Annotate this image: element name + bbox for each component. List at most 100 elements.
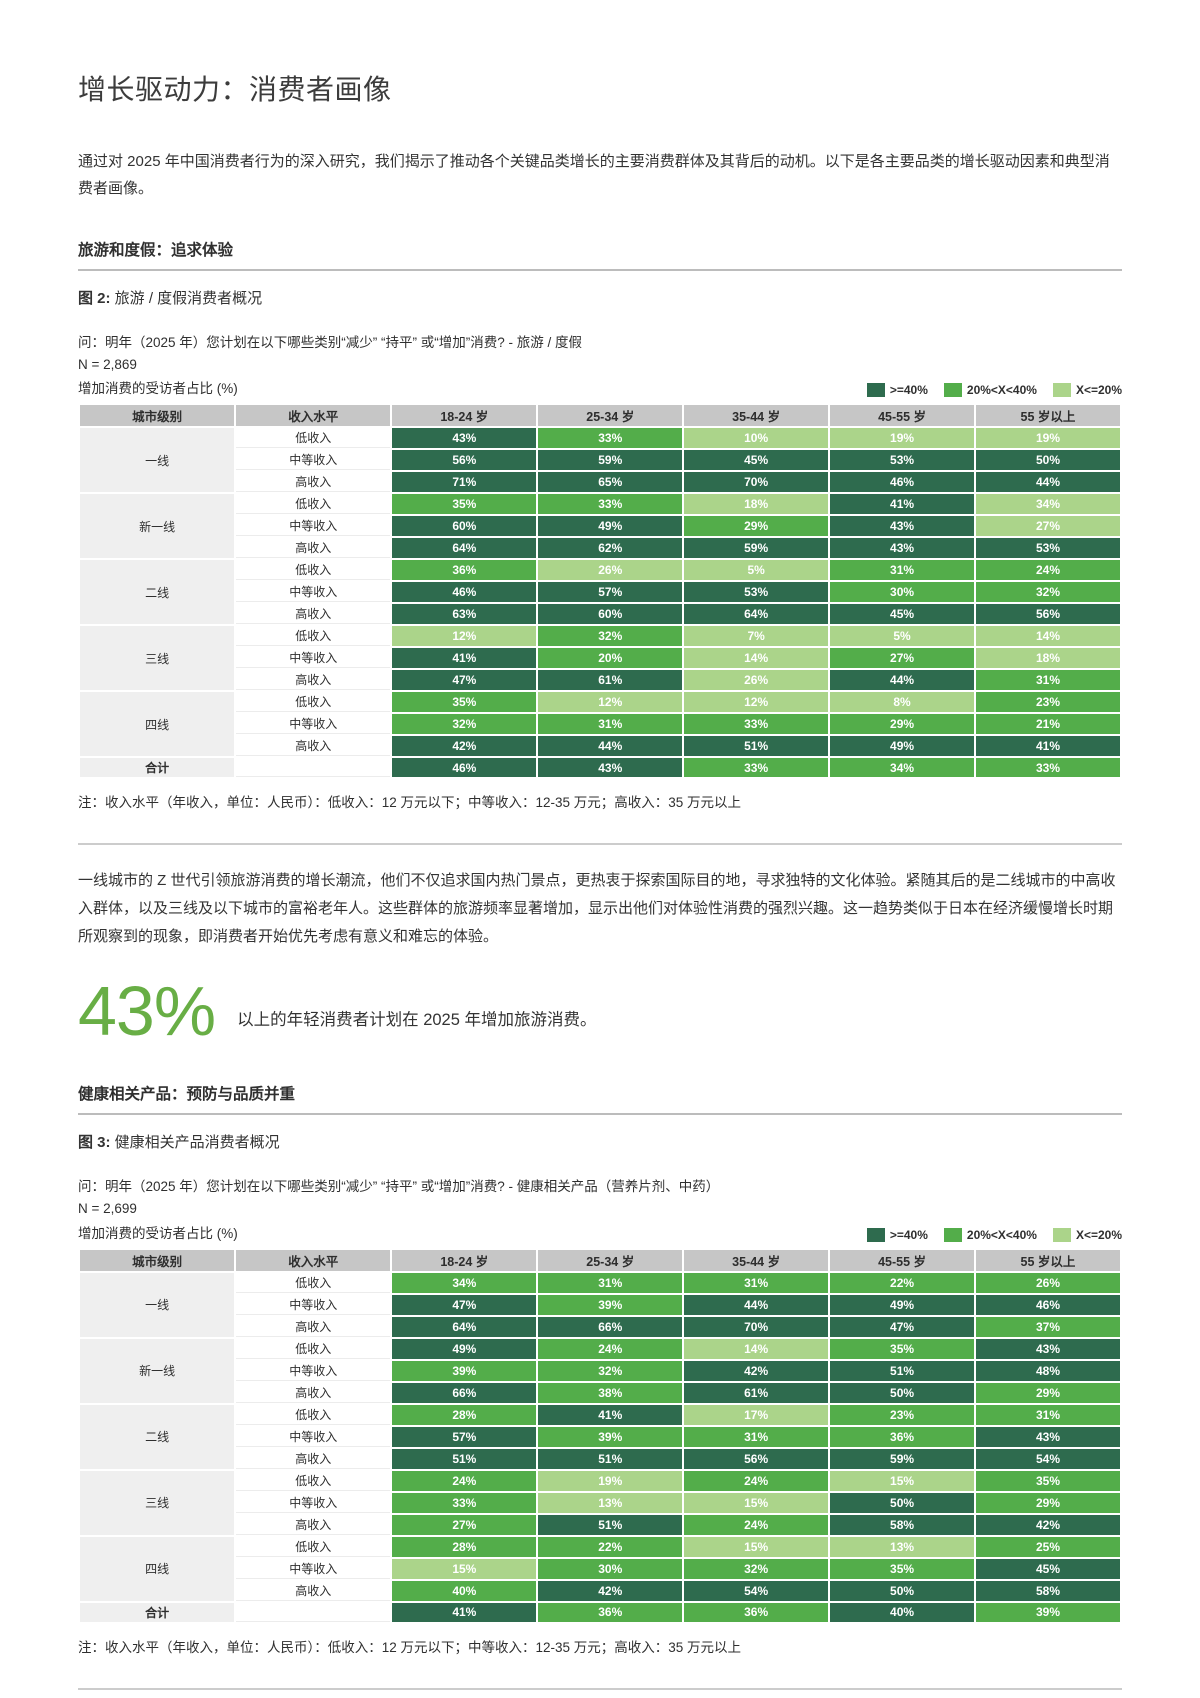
column-header: 35-44 岁	[684, 405, 829, 427]
value-cell: 35%	[392, 494, 537, 515]
value-cell: 32%	[538, 1360, 683, 1381]
figure-3-meta-row: 增加消费的受访者占比 (%) >=40% 20%<X<40% X<=20%	[78, 1222, 1122, 1242]
value-cell: 50%	[830, 1580, 974, 1601]
value-cell: 50%	[976, 450, 1120, 471]
value-cell: 60%	[538, 604, 683, 625]
value-cell: 44%	[538, 736, 683, 757]
value-cell: 24%	[976, 560, 1120, 581]
value-cell: 53%	[830, 450, 974, 471]
figure-3-note: 注：收入水平（年收入，单位：人民币）：低收入：12 万元以下；中等收入：12-3…	[78, 1639, 742, 1655]
value-cell: 15%	[684, 1536, 829, 1557]
table-row: 一线 低收入 43% 33% 10% 19% 19%	[80, 428, 1120, 493]
value-cell: 51%	[538, 1514, 683, 1535]
column-header: 55 岁以上	[976, 1249, 1120, 1271]
value-cell: 43%	[976, 1426, 1120, 1447]
column-header: 18-24 岁	[392, 405, 537, 427]
stat-callout: 43% 以上的年轻消费者计划在 2025 年增加旅游消费。	[78, 976, 1122, 1046]
city-tier-label: 四线	[80, 1536, 235, 1601]
legend-item: X<=20%	[1052, 1227, 1122, 1242]
city-tier-label: 二线	[80, 560, 235, 625]
column-header: 收入水平	[236, 1249, 391, 1271]
income-level-label: 低收入	[236, 428, 391, 449]
city-tier-label: 三线	[80, 1470, 235, 1535]
value-cell: 13%	[830, 1536, 974, 1557]
income-level-label: 高收入	[236, 472, 391, 493]
value-cell: 22%	[538, 1536, 683, 1557]
income-level-label: 高收入	[236, 1514, 391, 1535]
value-cell: 33%	[684, 758, 829, 778]
table-row: 中等收入 32% 31% 33% 29% 21%	[80, 714, 1120, 735]
total-row: 合计 46% 43% 33% 34% 33%	[80, 758, 1120, 778]
table-row: 高收入 66% 38% 61% 50% 29%	[80, 1382, 1120, 1403]
figure-2-label: 图 2:	[78, 290, 111, 307]
value-cell: 28%	[392, 1404, 537, 1425]
value-cell: 31%	[538, 714, 683, 735]
legend-swatch-dark	[866, 1227, 885, 1242]
column-header: 收入水平	[236, 405, 391, 427]
city-tier-label: 一线	[80, 1272, 235, 1337]
table-row: 高收入 47% 61% 26% 44% 31%	[80, 670, 1120, 691]
total-row: 合计 41% 36% 36% 40% 39%	[80, 1602, 1120, 1622]
legend-label: >=40%	[889, 1227, 928, 1242]
income-level-label: 中等收入	[236, 1360, 391, 1381]
value-cell: 14%	[684, 1338, 829, 1359]
figure-2-caption: 旅游 / 度假消费者概况	[110, 290, 263, 307]
value-cell: 28%	[392, 1536, 537, 1557]
value-cell: 46%	[392, 582, 537, 603]
value-cell: 22%	[830, 1272, 974, 1293]
value-cell: 25%	[976, 1536, 1120, 1557]
value-cell: 48%	[976, 1360, 1120, 1381]
value-cell: 49%	[830, 1294, 974, 1315]
value-cell: 31%	[684, 1426, 829, 1447]
value-cell: 51%	[684, 736, 829, 757]
income-level-label: 低收入	[236, 1404, 391, 1425]
table-row: 新一线 低收入 49% 24% 14% 35% 43%	[80, 1338, 1120, 1403]
value-cell: 45%	[684, 450, 829, 471]
value-cell: 39%	[976, 1602, 1120, 1622]
table-row: 中等收入 60% 49% 29% 43% 27%	[80, 516, 1120, 537]
income-level-label: 高收入	[236, 604, 391, 625]
figure-2-axis-label: 增加消费的受访者占比 (%)	[78, 381, 238, 397]
value-cell: 31%	[976, 670, 1120, 691]
value-cell: 5%	[830, 626, 974, 647]
value-cell: 65%	[538, 472, 683, 493]
city-tier-label: 四线	[80, 692, 235, 757]
table-row: 高收入 42% 44% 51% 49% 41%	[80, 736, 1120, 757]
income-level-label: 低收入	[236, 692, 391, 713]
legend-label: 20%<X<40%	[966, 1227, 1037, 1242]
value-cell: 33%	[976, 758, 1120, 778]
value-cell: 47%	[830, 1316, 974, 1337]
value-cell: 18%	[976, 648, 1120, 669]
figure-3-legend: >=40% 20%<X<40% X<=20%	[866, 1227, 1122, 1242]
value-cell: 15%	[392, 1558, 537, 1579]
figure-3-caption: 健康相关产品消费者概况	[110, 1134, 280, 1152]
income-level-label: 中等收入	[236, 648, 391, 669]
value-cell: 31%	[976, 1404, 1120, 1425]
value-cell: 41%	[392, 1602, 537, 1622]
legend-swatch-dark	[866, 383, 885, 398]
income-level-label: 低收入	[236, 1338, 391, 1359]
value-cell: 30%	[538, 1558, 683, 1579]
value-cell: 15%	[684, 1492, 829, 1513]
table-row: 中等收入 33% 13% 15% 50% 29%	[80, 1492, 1120, 1513]
value-cell: 15%	[830, 1470, 974, 1491]
value-cell: 17%	[684, 1404, 829, 1425]
total-income-empty	[236, 758, 391, 778]
value-cell: 66%	[538, 1316, 683, 1337]
value-cell: 26%	[684, 670, 829, 691]
value-cell: 44%	[684, 1294, 829, 1315]
column-header: 35-44 岁	[684, 1249, 829, 1271]
heatmap-table: 城市级别 收入水平 18-24 岁 25-34 岁 35-44 岁 45-55 岁 55 岁…	[78, 1248, 1122, 1624]
value-cell: 56%	[392, 450, 537, 471]
figure-2-title: 图 2: 旅游 / 度假消费者概况	[78, 287, 1122, 308]
value-cell: 35%	[830, 1558, 974, 1579]
divider	[78, 843, 1122, 846]
value-cell: 44%	[976, 472, 1120, 493]
value-cell: 43%	[830, 516, 974, 537]
city-tier-label: 新一线	[80, 494, 235, 559]
intro-paragraph: 通过对 2025 年中国消费者行为的深入研究，我们揭示了推动各个关键品类增长的主…	[78, 153, 1110, 197]
column-header: 城市级别	[80, 1249, 235, 1271]
table-row: 高收入 64% 66% 70% 47% 37%	[80, 1316, 1120, 1337]
income-level-label: 高收入	[236, 538, 391, 559]
legend-label: 20%<X<40%	[966, 383, 1037, 398]
